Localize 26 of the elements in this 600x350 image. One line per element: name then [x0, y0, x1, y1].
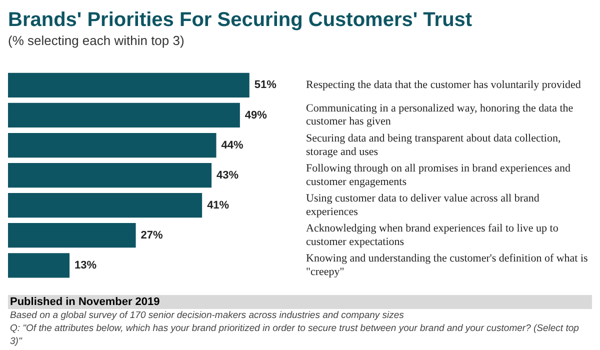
bar: [8, 102, 240, 128]
bar: [8, 132, 216, 158]
data-label: 44%: [221, 139, 244, 152]
bar: [8, 223, 136, 248]
data-label: 41%: [207, 199, 230, 212]
y-tick-label: Securing data and being transparent about data collection, storage and uses: [306, 132, 561, 158]
bar: [8, 253, 70, 278]
y-tick-label: Following through on all promises in brand experiences and customer engagements: [306, 162, 572, 188]
bar: [8, 162, 212, 188]
y-tick-label: Communicating in a personalized way, honoring the data the customer has given: [306, 102, 574, 128]
chart-title: Brands' Priorities For Securing Customers' Trust: [8, 8, 474, 32]
text: Based on a global survey of 170 senior decision-makers across industries and company sizes: [9, 309, 405, 322]
data-label: 51%: [254, 79, 277, 92]
data-label: 13%: [74, 259, 97, 272]
text: Q: "Of the attributes below, which has your brand prioritized in order to secure trust between your brand and your customer? (Select top 3)": [9, 322, 580, 348]
data-label: 49%: [244, 109, 268, 122]
y-tick-label: Respecting the data that the customer has voluntarily provided: [306, 79, 582, 92]
bar: [8, 193, 202, 218]
data-label: 43%: [216, 169, 239, 182]
bar: [8, 72, 250, 98]
y-tick-label: Acknowledging when brand experiences fail to live up to customer expectations: [306, 222, 559, 248]
chart-subtitle: (% selecting each within top 3): [8, 32, 186, 49]
data-label: 27%: [140, 229, 164, 242]
y-tick-label: Using customer data to deliver value across all brand experiences: [306, 192, 540, 218]
y-tick-label: Knowing and understanding the customer's definition of what is "creepy": [306, 252, 588, 278]
text: Published in November 2019: [8, 295, 592, 309]
